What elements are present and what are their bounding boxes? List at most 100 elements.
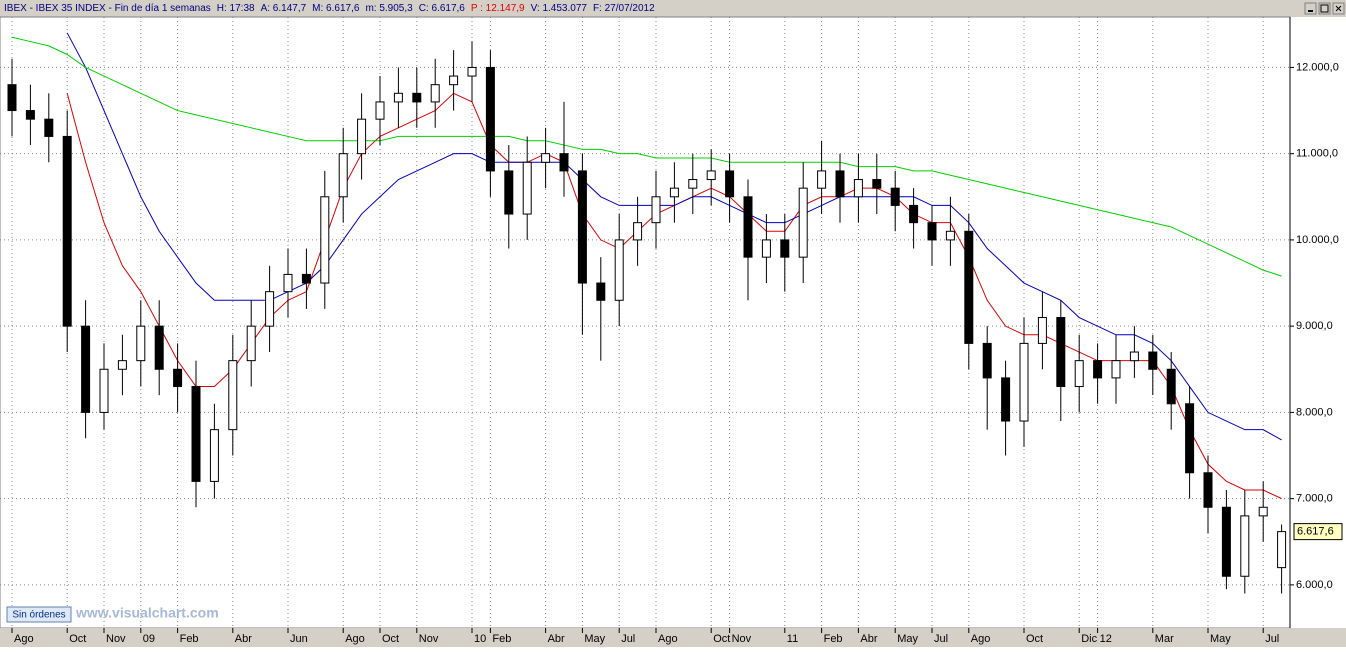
y-tick-label: 9.000,0: [1296, 320, 1333, 332]
axes: 6.000,0 7.000,0 8.000,0 9.000,0 10.000,0 11.0…: [11, 61, 1343, 645]
candle-body: [1001, 377, 1011, 422]
candle-body: [1166, 368, 1176, 405]
current-price-box: [1293, 523, 1343, 541]
x-tick-label: 09: [143, 633, 155, 645]
x-tick-label: Nov: [419, 633, 439, 645]
candle-body: [688, 179, 698, 189]
candle-body: [761, 239, 771, 258]
candle-body: [1056, 317, 1066, 388]
candle-body: [209, 429, 219, 482]
candle-body: [945, 230, 955, 241]
x-tick-label: Ago: [14, 633, 34, 645]
candle-body: [1093, 360, 1103, 379]
candle-body: [136, 325, 146, 362]
candle-body: [393, 92, 403, 103]
header-field: F: 27/07/2012: [593, 3, 655, 14]
x-tick-label: Mar: [1155, 633, 1174, 645]
candle-body: [117, 360, 127, 370]
minimize-button[interactable]: [1304, 2, 1317, 15]
candle-body: [596, 282, 606, 301]
candle-body: [651, 196, 661, 224]
x-tick-label: 12: [1100, 633, 1112, 645]
candle-body: [449, 75, 459, 86]
candle-body: [1037, 317, 1047, 344]
plot-area: [0, 16, 1291, 629]
orders-button[interactable]: [6, 606, 72, 623]
y-tick-label: 6.000,0: [1296, 579, 1333, 591]
candle-body: [357, 118, 367, 155]
candle-body: [559, 153, 569, 172]
candle-body: [872, 179, 882, 189]
candle-body: [246, 325, 256, 362]
candle-body: [541, 153, 551, 163]
candle-body: [1277, 531, 1287, 569]
header: IBEX - IBEX 35 INDEX - Fin de día 1 sema…: [4, 3, 655, 14]
time-axis: [0, 628, 1346, 647]
current-price-label: 6.617,6: [1297, 526, 1334, 538]
candles: [7, 41, 1287, 594]
orders-button-label[interactable]: Sin órdenes: [12, 610, 65, 621]
y-tick-label: 10.000,0: [1296, 234, 1339, 246]
candle-body: [1221, 506, 1231, 577]
x-tick-label: Jul: [1265, 633, 1279, 645]
candle-body: [1074, 360, 1084, 388]
x-tick-label: Jun: [290, 633, 308, 645]
candle-body: [798, 187, 808, 258]
candle-body: [81, 325, 91, 413]
header-field: H: 17:38: [217, 3, 255, 14]
candle-body: [338, 153, 348, 198]
x-tick-label: Feb: [824, 633, 843, 645]
x-tick-label: May: [584, 633, 605, 645]
candle-body: [1203, 472, 1213, 508]
candle-body: [835, 170, 845, 198]
candle-body: [25, 110, 35, 120]
x-tick-label: Oct: [713, 633, 730, 645]
x-tick-label: Ago: [658, 633, 678, 645]
maximize-icon: [1320, 4, 1329, 13]
candle-body: [669, 187, 679, 198]
maximize-button[interactable]: [1318, 2, 1331, 15]
candle-body: [99, 368, 109, 413]
x-tick-label: Abr: [235, 633, 252, 645]
candle-body: [1129, 351, 1139, 362]
candle-body: [1240, 515, 1250, 577]
candle-body: [44, 118, 54, 137]
x-tick-label: Ago: [971, 633, 991, 645]
candle-body: [191, 386, 201, 482]
candle-body: [743, 196, 753, 258]
header-field: IBEX - IBEX 35 INDEX - Fin de día 1 sema…: [4, 3, 211, 14]
candle-body: [853, 179, 863, 198]
candle-body: [1185, 403, 1195, 474]
header-bar: [0, 0, 1346, 17]
y-tick-label: 11.000,0: [1296, 148, 1338, 160]
x-tick-label: Oct: [1026, 633, 1043, 645]
candle-body: [1148, 351, 1158, 370]
candle-body: [577, 170, 587, 284]
header-field: A: 6.147,7: [261, 3, 307, 14]
candle-body: [1111, 360, 1121, 379]
candle-body: [927, 222, 937, 241]
header-field: m: 5.905,3: [365, 3, 413, 14]
x-tick-label: Jul: [621, 633, 635, 645]
candle-body: [412, 92, 422, 103]
candle-body: [173, 368, 183, 388]
x-tick-label: Nov: [106, 633, 126, 645]
watermark: www.visualchart.com: [75, 605, 219, 621]
candle-body: [467, 66, 477, 77]
candle-body: [964, 230, 974, 344]
moving-average: [11, 36, 1282, 277]
candle-body: [817, 170, 827, 189]
candle-body: [375, 101, 385, 120]
x-tick-label: Abr: [860, 633, 877, 645]
candle-body: [228, 360, 238, 431]
x-tick-label: Oct: [69, 633, 86, 645]
y-tick-label: 12.000,0: [1296, 61, 1339, 73]
header-field: P : 12.147,9: [471, 3, 525, 14]
y-tick-label: 7.000,0: [1296, 493, 1333, 505]
y-tick-label: 8.000,0: [1296, 406, 1333, 418]
header-field: V: 1.453.077: [531, 3, 588, 14]
header-field: C: 6.617,6: [419, 3, 466, 14]
close-icon: [1335, 5, 1342, 12]
